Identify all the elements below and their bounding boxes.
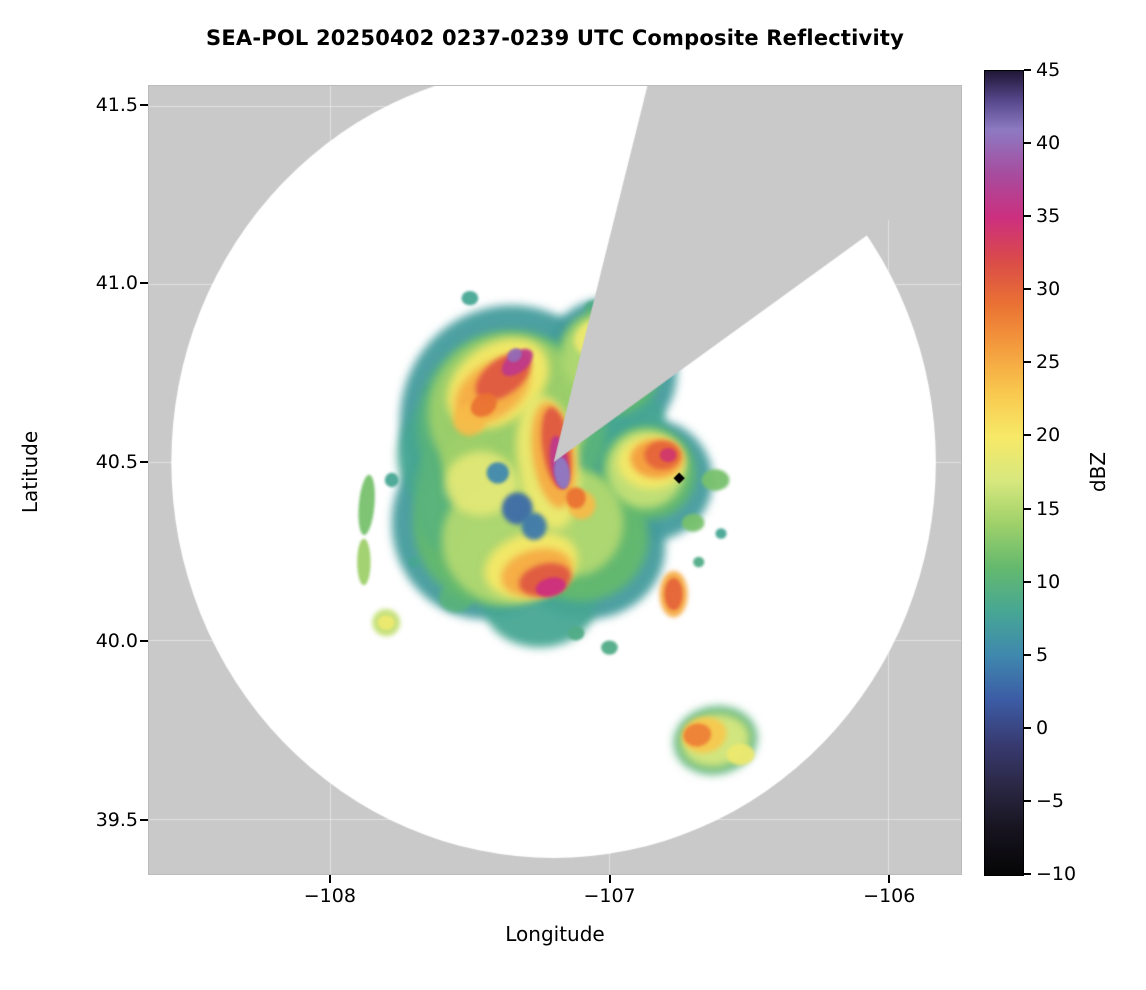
x-axis-label: Longitude xyxy=(505,922,605,946)
colorbar-tick-label: 15 xyxy=(1036,497,1061,520)
colorbar-tick-label: 40 xyxy=(1036,132,1061,155)
y-tick-mark xyxy=(140,282,148,285)
colorbar-tick-mark xyxy=(1024,653,1031,656)
colorbar-tick-label: −5 xyxy=(1036,789,1065,812)
y-tick-label: 39.5 xyxy=(95,808,138,831)
colorbar-tick-mark xyxy=(1024,215,1031,218)
x-tick-label: −108 xyxy=(303,885,356,907)
y-tick-label: 41.5 xyxy=(95,93,138,116)
colorbar-tick-label: 35 xyxy=(1036,205,1061,228)
x-tick-label: −106 xyxy=(863,885,916,907)
colorbar-tick-mark xyxy=(1024,69,1031,71)
radar-plot-canvas xyxy=(149,86,961,874)
colorbar-tick-mark xyxy=(1024,799,1031,802)
colorbar-tick-label: −10 xyxy=(1036,863,1077,885)
x-tick-mark xyxy=(328,875,331,883)
y-tick-mark xyxy=(140,461,148,464)
colorbar-tick-label: 25 xyxy=(1036,351,1061,374)
colorbar-tick-mark xyxy=(1024,288,1031,291)
y-tick-label: 40.5 xyxy=(95,451,138,474)
colorbar-tick-mark xyxy=(1024,361,1031,364)
y-tick-label: 40.0 xyxy=(95,629,138,652)
y-tick-mark xyxy=(140,639,148,642)
x-tick-label: −107 xyxy=(583,885,636,907)
y-tick-mark xyxy=(140,103,148,106)
colorbar-tick-label: 10 xyxy=(1036,570,1061,593)
x-tick-mark xyxy=(608,875,611,883)
colorbar-tick-label: 20 xyxy=(1036,424,1061,447)
colorbar-tick-mark xyxy=(1024,142,1031,145)
colorbar-tick-mark xyxy=(1024,726,1031,729)
colorbar-tick-mark xyxy=(1024,580,1031,583)
colorbar-tick-mark xyxy=(1024,873,1031,875)
colorbar-tick-label: 45 xyxy=(1036,59,1061,81)
colorbar-tick-mark xyxy=(1024,507,1031,510)
colorbar xyxy=(984,70,1024,876)
colorbar-tick-label: 30 xyxy=(1036,278,1061,301)
y-tick-label: 41.0 xyxy=(95,272,138,295)
colorbar-tick-label: 5 xyxy=(1036,643,1049,666)
colorbar-label: dBZ xyxy=(1086,451,1110,493)
colorbar-tick-mark xyxy=(1024,434,1031,437)
y-tick-mark xyxy=(140,818,148,821)
x-tick-mark xyxy=(888,875,891,883)
plot-area xyxy=(148,85,962,875)
plot-title: SEA-POL 20250402 0237-0239 UTC Composite… xyxy=(206,26,904,50)
y-axis-label: Latitude xyxy=(18,430,42,514)
colorbar-tick-label: 0 xyxy=(1036,716,1049,739)
